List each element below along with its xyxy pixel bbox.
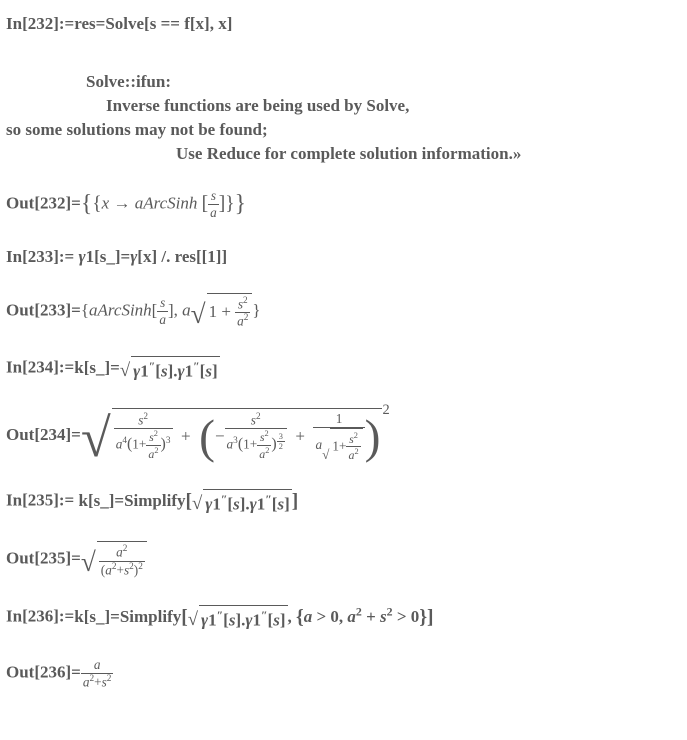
out-prefix: Out[236]= <box>6 662 81 681</box>
in-234: In[234]:=k[s_]=√γ1″[s].γ1″[s] <box>6 356 681 382</box>
out-prefix: Out[234]= <box>6 424 81 443</box>
out-232: Out[232]={{x → aArcSinh [sa]}} <box>6 188 681 221</box>
in-code: res=Solve[s == f[x], x] <box>74 14 232 33</box>
out-235: Out[235]=√a2(a2+s2)2 <box>6 541 681 578</box>
in-prefix: In[234]:= <box>6 358 74 377</box>
out-prefix: Out[235]= <box>6 548 81 567</box>
solve-msg-line-1: Solve::ifun: <box>86 72 681 92</box>
solve-msg-line-3: so some solutions may not be found; <box>6 120 681 140</box>
in-232: In[232]:=res=Solve[s == f[x], x] <box>6 14 681 34</box>
out-prefix: Out[232]= <box>6 193 81 212</box>
out-236: Out[236]=aa2+s2 <box>6 657 681 690</box>
out-234: Out[234]=√ s2 a4(1+s2a2)3 + (− s2 a3(1+s… <box>6 408 681 464</box>
out-prefix: Out[233]= <box>6 300 81 319</box>
in-233: In[233]:= γ1[s_]=γ[x] /. res[[1]] <box>6 247 681 267</box>
in-prefix: In[233]:= <box>6 247 74 266</box>
out-233: Out[233]={aArcSinh[sa], a√1 + s2a2} <box>6 293 681 330</box>
in-235: In[235]:= k[s_]=Simplify[√γ1″[s].γ1″[s]] <box>6 489 681 515</box>
solve-msg-line-2: Inverse functions are being used by Solv… <box>106 96 681 116</box>
in-prefix: In[235]:= <box>6 491 74 510</box>
in-prefix: In[236]:= <box>6 607 74 626</box>
solve-msg-line-4: Use Reduce for complete solution informa… <box>176 144 681 164</box>
in-prefix: In[232]:= <box>6 14 74 33</box>
in-236: In[236]:=k[s_]=Simplify[√γ1″[s].γ1″[s], … <box>6 604 681 631</box>
